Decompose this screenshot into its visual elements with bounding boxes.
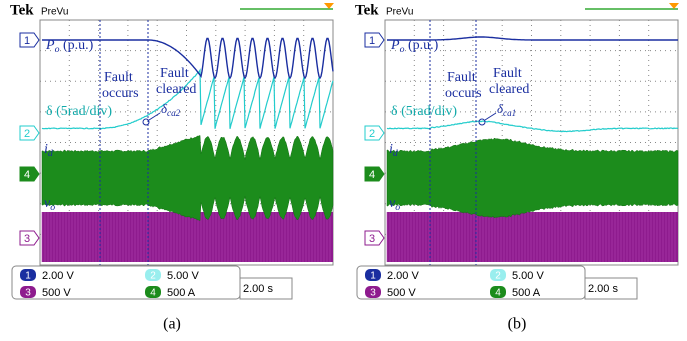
status-scale: 5.00 V	[167, 270, 199, 282]
delta-label: δ (5rad/div)	[391, 104, 457, 119]
fault-occurs: Fault	[104, 70, 133, 85]
delta-c-label-sub: ca2	[167, 108, 181, 118]
mode: PreVu	[41, 7, 68, 18]
status-scale: 5.00 V	[512, 270, 544, 282]
trigger-marker	[669, 3, 679, 9]
status-num: 1	[25, 271, 31, 282]
fault-cleared: Fault	[493, 66, 522, 81]
delta-c-label-sub: ca1	[503, 108, 516, 118]
time-scale: 2.00 s	[243, 283, 273, 295]
status-num: 4	[150, 288, 156, 299]
figure: TekPreVu1243Po (p.u.)FaultoccursFaultcle…	[0, 0, 687, 341]
channel-number: 4	[369, 169, 375, 181]
po-label: Po (p.u.)	[45, 38, 94, 55]
id-label-sub: d	[48, 148, 53, 159]
fault-cleared: cleared	[489, 82, 529, 97]
mode: PreVu	[386, 7, 413, 18]
channel-number: 3	[369, 233, 375, 245]
id-label-sub: d	[393, 148, 398, 159]
delta-label: δ (5rad/div)	[46, 104, 112, 119]
fault-occurs: occurs	[102, 86, 139, 101]
status-num: 3	[370, 288, 376, 299]
status-num: 2	[495, 271, 501, 282]
caption: (a)	[163, 316, 181, 333]
ch3-trace	[42, 212, 333, 262]
status-scale: 500 A	[512, 287, 541, 299]
po-label: Po (p.u.)	[390, 38, 439, 55]
channel-number: 1	[24, 35, 30, 47]
fault-cleared: Fault	[160, 66, 189, 81]
channel-number: 2	[369, 128, 375, 140]
status-num: 2	[150, 271, 156, 282]
fault-occurs: occurs	[445, 86, 482, 101]
time-scale: 2.00 s	[588, 283, 618, 295]
trigger-marker	[324, 3, 334, 9]
channel-number: 2	[24, 128, 30, 140]
po-label-base: P	[390, 38, 400, 53]
vo-label-sub: o	[50, 202, 55, 213]
status-scale: 2.00 V	[42, 270, 74, 282]
status-scale: 500 V	[42, 287, 71, 299]
caption: (b)	[508, 316, 527, 333]
status-num: 4	[495, 288, 501, 299]
status-scale: 2.00 V	[387, 270, 419, 282]
fault-occurs: Fault	[447, 70, 476, 85]
po-label-rest: (p.u.)	[404, 38, 438, 53]
status-scale: 500 A	[167, 287, 196, 299]
ch3-trace	[387, 212, 678, 262]
channel-number: 3	[24, 233, 30, 245]
po-label-rest: (p.u.)	[59, 38, 93, 53]
po-label-base: P	[45, 38, 55, 53]
status-num: 1	[370, 271, 376, 282]
panel: TekPreVu1243Po (p.u.)FaultoccursFaultcle…	[355, 2, 679, 332]
brand: Tek	[10, 2, 34, 18]
fault-cleared: cleared	[156, 82, 196, 97]
channel-number: 4	[24, 169, 30, 181]
status-num: 3	[25, 288, 31, 299]
vo-label-sub: o	[395, 202, 400, 213]
status-scale: 500 V	[387, 287, 416, 299]
brand: Tek	[355, 2, 379, 18]
channel-number: 1	[369, 35, 375, 47]
